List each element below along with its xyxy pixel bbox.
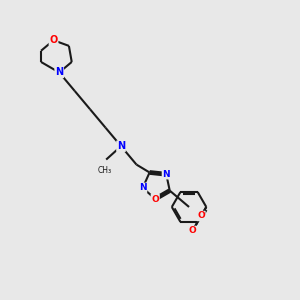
Text: N: N <box>117 141 125 151</box>
Text: O: O <box>151 194 159 203</box>
Text: N: N <box>139 183 147 192</box>
Text: O: O <box>50 35 58 45</box>
Text: N: N <box>55 68 63 77</box>
Text: N: N <box>162 170 170 179</box>
Text: CH₃: CH₃ <box>98 166 112 175</box>
Text: O: O <box>197 212 205 220</box>
Text: O: O <box>189 226 196 236</box>
